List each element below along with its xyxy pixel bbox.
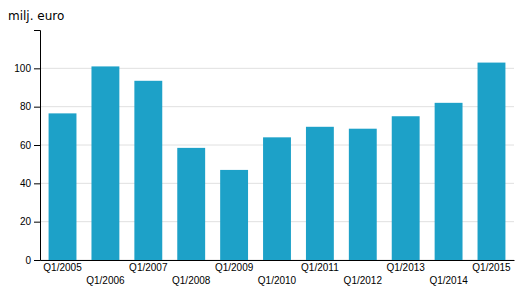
tick: Q1/2013 xyxy=(387,262,426,273)
bar xyxy=(349,129,377,260)
tick-mark xyxy=(34,145,40,146)
tick: Q1/2012 xyxy=(344,275,383,286)
tick-label: 100 xyxy=(14,63,31,74)
axis-line xyxy=(34,31,41,261)
tick: Q1/2011 xyxy=(301,262,339,273)
tick: 80 xyxy=(20,101,40,112)
tick-label: Q1/2012 xyxy=(344,275,383,286)
tick: Q1/2009 xyxy=(215,262,254,273)
y-axis: 0 20 40 60 80 100 xyxy=(14,31,40,266)
tick-label: Q1/2013 xyxy=(387,262,426,273)
bars xyxy=(49,63,506,260)
tick-label: 40 xyxy=(20,178,32,189)
bar xyxy=(177,148,205,260)
tick-label: 0 xyxy=(25,255,31,266)
tick: Q1/2014 xyxy=(429,275,468,286)
bar xyxy=(220,170,248,260)
x-axis: Q1/2005 Q1/2006 Q1/2007 Q1/2008 Q1/2009 Q1/20… xyxy=(41,261,515,287)
bar xyxy=(134,81,162,260)
tick: 0 xyxy=(25,255,40,266)
tick: Q1/2006 xyxy=(86,275,125,286)
tick: 40 xyxy=(20,178,40,189)
axis-line xyxy=(41,260,515,261)
tick: Q1/2015 xyxy=(472,262,511,273)
tick-label: Q1/2011 xyxy=(301,262,339,273)
bar xyxy=(49,113,77,260)
tick-label: Q1/2007 xyxy=(129,262,168,273)
tick-mark xyxy=(34,222,40,223)
tick-label: Q1/2015 xyxy=(472,262,511,273)
tick-mark xyxy=(34,68,40,69)
bar xyxy=(91,66,119,260)
bar xyxy=(435,103,463,260)
tick-label: Q1/2014 xyxy=(429,275,468,286)
bar xyxy=(392,116,420,260)
tick: Q1/2008 xyxy=(172,275,211,286)
tick-label: Q1/2006 xyxy=(86,275,125,286)
chart: 0 20 40 60 80 100 Q1/2005 Q1/2006 Q1/2007 Q1/2008… xyxy=(0,0,529,302)
tick: Q1/2010 xyxy=(258,275,297,286)
tick-mark xyxy=(34,107,40,108)
tick: Q1/2007 xyxy=(129,262,168,273)
tick-mark xyxy=(34,183,40,184)
plot: 0 20 40 60 80 100 Q1/2005 Q1/2006 Q1/2007 Q1/2008… xyxy=(14,31,514,287)
bar xyxy=(306,127,334,260)
tick-label: Q1/2005 xyxy=(43,262,82,273)
bar xyxy=(263,137,291,260)
tick-label: 80 xyxy=(20,101,32,112)
axis-title: milj. euro xyxy=(8,9,64,23)
tick-label: 60 xyxy=(20,140,32,151)
tick-mark xyxy=(34,260,40,261)
tick: Q1/2005 xyxy=(43,262,82,273)
tick-label: Q1/2008 xyxy=(172,275,211,286)
tick-label: Q1/2009 xyxy=(215,262,254,273)
tick-label: 20 xyxy=(20,216,32,227)
tick-label: Q1/2010 xyxy=(258,275,297,286)
tick: 20 xyxy=(20,216,40,227)
tick: 100 xyxy=(14,63,40,74)
tick: 60 xyxy=(20,140,40,151)
bar xyxy=(478,63,506,260)
